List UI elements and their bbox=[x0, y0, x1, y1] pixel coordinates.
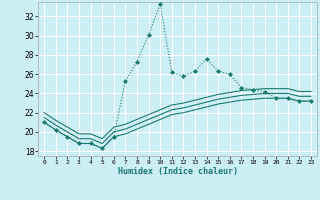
X-axis label: Humidex (Indice chaleur): Humidex (Indice chaleur) bbox=[118, 167, 238, 176]
